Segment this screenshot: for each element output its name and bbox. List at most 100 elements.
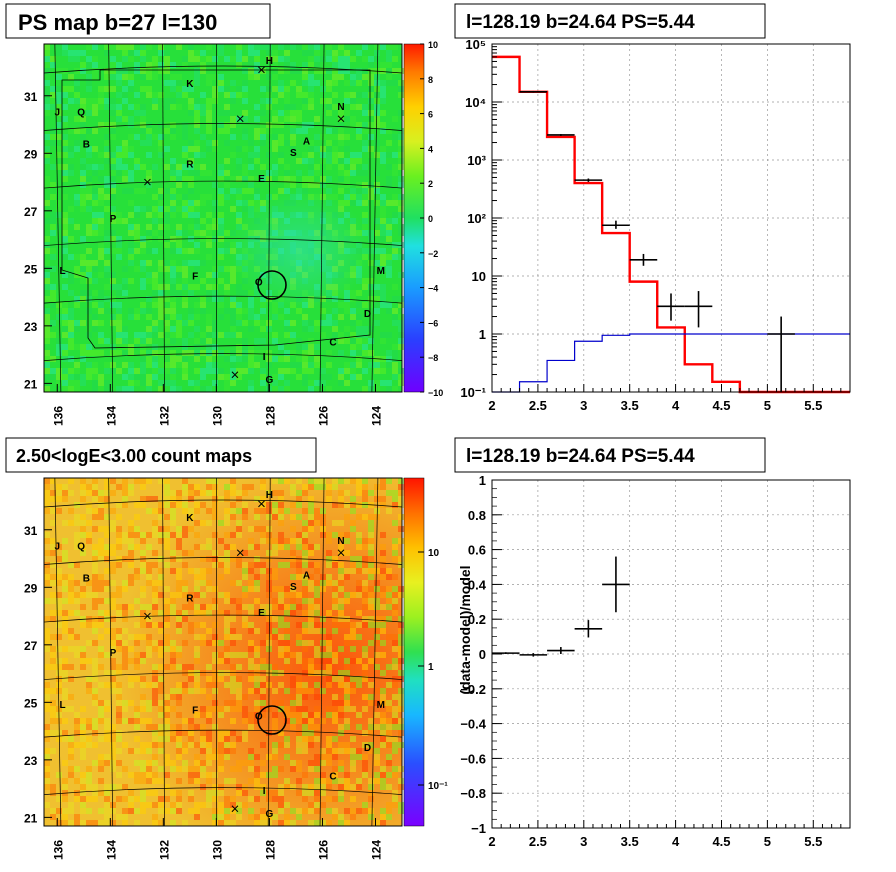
- map-pixel: [194, 200, 200, 206]
- map-pixel: [176, 652, 182, 658]
- map-pixel: [44, 266, 50, 272]
- map-pixel: [362, 212, 368, 218]
- map-pixel: [374, 820, 380, 826]
- map-pixel: [302, 550, 308, 556]
- map-pixel: [176, 266, 182, 272]
- map-pixel: [392, 766, 398, 772]
- map-pixel: [278, 140, 284, 146]
- map-pixel: [254, 598, 260, 604]
- map-pixel: [56, 484, 62, 490]
- map-pixel: [128, 56, 134, 62]
- map-pixel: [116, 218, 122, 224]
- map-pixel: [200, 50, 206, 56]
- map-pixel: [44, 92, 50, 98]
- residual-plot[interactable]: 2 2.5 3 3.5 4 4.5 5 5.510.80.60.40.20−0.2−0.4−0…: [460, 473, 851, 849]
- x-tick-label: 4: [672, 834, 680, 849]
- map-pixel: [326, 646, 332, 652]
- map-pixel: [74, 374, 80, 380]
- map-pixel: [230, 308, 236, 314]
- map-pixel: [152, 754, 158, 760]
- map-pixel: [398, 718, 404, 724]
- map-pixel: [44, 104, 50, 110]
- map-pixel: [116, 784, 122, 790]
- map-pixel: [134, 338, 140, 344]
- map-pixel: [248, 586, 254, 592]
- map-pixel: [170, 724, 176, 730]
- map-pixel: [176, 628, 182, 634]
- map-pixel: [386, 808, 392, 814]
- y-tick-label: 21: [24, 377, 38, 391]
- map-pixel: [140, 164, 146, 170]
- map-pixel: [308, 712, 314, 718]
- map-pixel: [104, 760, 110, 766]
- map-pixel: [386, 586, 392, 592]
- map-pixel: [74, 266, 80, 272]
- map-pixel: [308, 790, 314, 796]
- map-pixel: [176, 790, 182, 796]
- map-pixel: [260, 98, 266, 104]
- map-pixel: [344, 616, 350, 622]
- map-pixel: [344, 742, 350, 748]
- map-pixel: [386, 332, 392, 338]
- map-pixel: [254, 562, 260, 568]
- map-pixel: [278, 368, 284, 374]
- map-pixel: [56, 338, 62, 344]
- map-pixel: [272, 628, 278, 634]
- map-pixel: [392, 592, 398, 598]
- map-pixel: [260, 658, 266, 664]
- map-pixel: [386, 574, 392, 580]
- ps-map-source-circle: [257, 270, 287, 300]
- map-pixel: [170, 490, 176, 496]
- map-pixel: [98, 230, 104, 236]
- map-pixel: [314, 116, 320, 122]
- map-pixel: [386, 724, 392, 730]
- map-pixel: [110, 104, 116, 110]
- map-pixel: [326, 496, 332, 502]
- map-pixel: [116, 562, 122, 568]
- map-pixel: [104, 146, 110, 152]
- map-pixel: [176, 182, 182, 188]
- map-pixel: [398, 128, 404, 134]
- map-pixel: [326, 796, 332, 802]
- map-pixel: [140, 478, 146, 484]
- map-pixel: [80, 736, 86, 742]
- map-pixel: [164, 730, 170, 736]
- map-pixel: [104, 68, 110, 74]
- map-pixel: [92, 368, 98, 374]
- map-pixel: [344, 490, 350, 496]
- map-pixel: [398, 592, 404, 598]
- map-pixel: [338, 670, 344, 676]
- map-pixel: [194, 724, 200, 730]
- map-pixel: [134, 610, 140, 616]
- map-pixel: [374, 362, 380, 368]
- map-pixel: [188, 110, 194, 116]
- map-pixel: [182, 484, 188, 490]
- map-pixel: [62, 670, 68, 676]
- map-pixel: [344, 706, 350, 712]
- map-pixel: [110, 508, 116, 514]
- map-pixel: [308, 730, 314, 736]
- map-pixel: [158, 296, 164, 302]
- map-pixel: [332, 592, 338, 598]
- map-pixel: [152, 332, 158, 338]
- map-pixel: [170, 338, 176, 344]
- map-pixel: [260, 808, 266, 814]
- map-pixel: [272, 718, 278, 724]
- map-pixel: [158, 652, 164, 658]
- map-pixel: [170, 658, 176, 664]
- map-pixel: [128, 86, 134, 92]
- map-pixel: [296, 362, 302, 368]
- map-pixel: [350, 170, 356, 176]
- map-pixel: [110, 272, 116, 278]
- map-pixel: [230, 326, 236, 332]
- map-pixel: [170, 766, 176, 772]
- map-pixel: [164, 544, 170, 550]
- map-pixel: [170, 62, 176, 68]
- map-pixel: [398, 784, 404, 790]
- map-pixel: [338, 490, 344, 496]
- map-pixel: [350, 122, 356, 128]
- map-pixel: [374, 634, 380, 640]
- map-pixel: [308, 718, 314, 724]
- map-pixel: [164, 164, 170, 170]
